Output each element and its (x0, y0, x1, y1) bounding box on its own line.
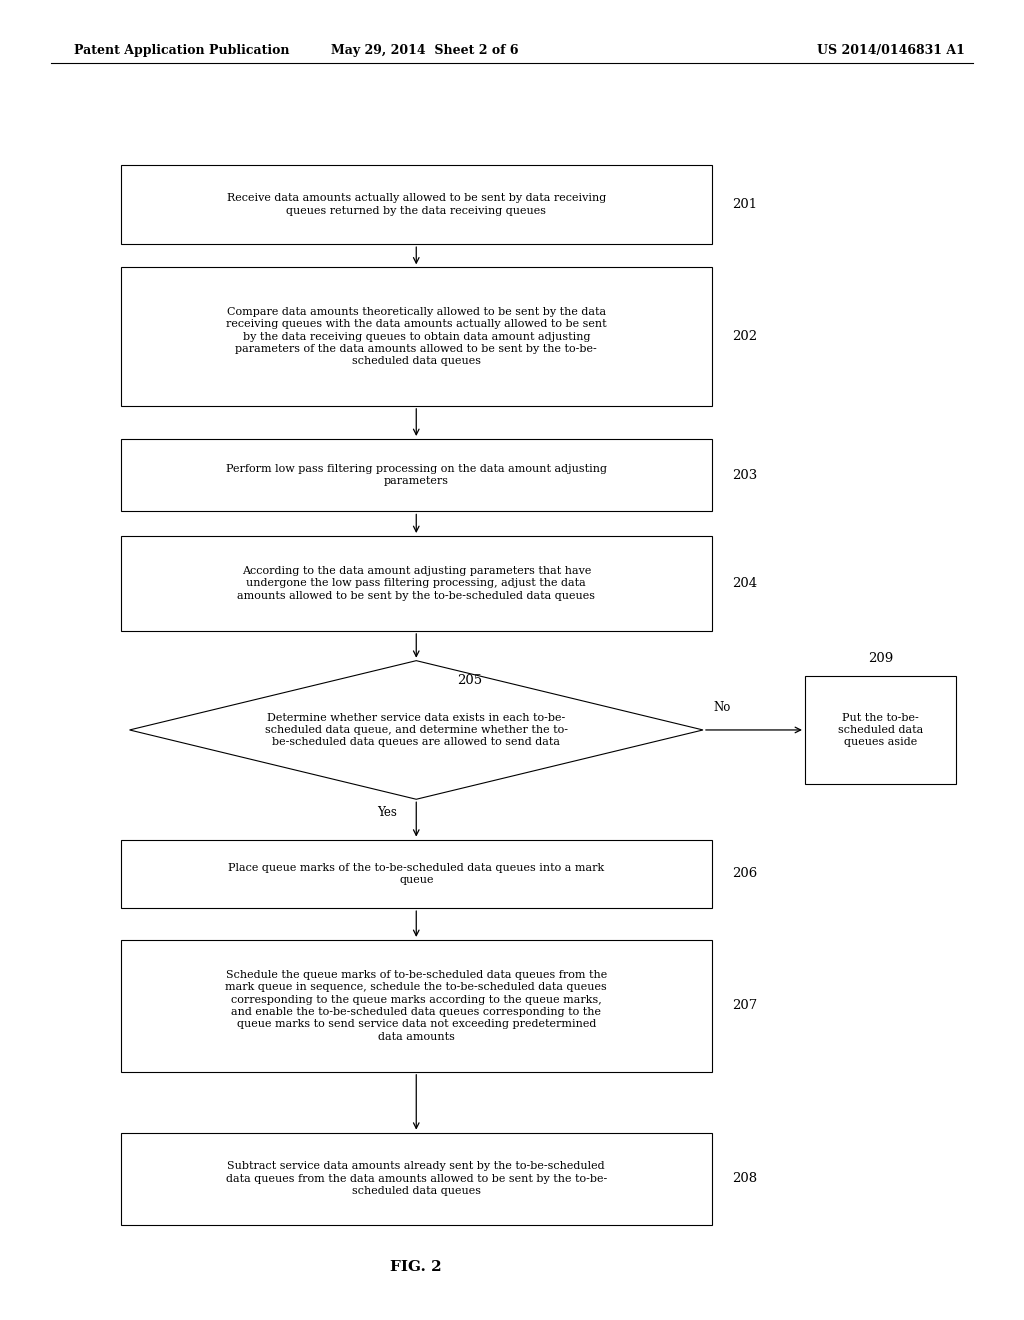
FancyBboxPatch shape (121, 438, 712, 511)
Text: US 2014/0146831 A1: US 2014/0146831 A1 (817, 44, 965, 57)
Text: 203: 203 (732, 469, 758, 482)
Text: FIG. 2: FIG. 2 (390, 1261, 442, 1274)
Text: May 29, 2014  Sheet 2 of 6: May 29, 2014 Sheet 2 of 6 (331, 44, 519, 57)
Text: Compare data amounts theoretically allowed to be sent by the data
receiving queu: Compare data amounts theoretically allow… (226, 306, 606, 367)
FancyBboxPatch shape (121, 536, 712, 631)
Text: Schedule the queue marks of to-be-scheduled data queues from the
mark queue in s: Schedule the queue marks of to-be-schedu… (225, 970, 607, 1041)
Text: 206: 206 (732, 867, 758, 880)
FancyBboxPatch shape (805, 676, 956, 784)
Text: 201: 201 (732, 198, 758, 211)
Text: Subtract service data amounts already sent by the to-be-scheduled
data queues fr: Subtract service data amounts already se… (225, 1162, 607, 1196)
Text: Put the to-be-
scheduled data
queues aside: Put the to-be- scheduled data queues asi… (838, 713, 924, 747)
FancyBboxPatch shape (121, 840, 712, 908)
Text: 205: 205 (457, 673, 482, 686)
Text: 209: 209 (868, 652, 893, 665)
FancyBboxPatch shape (121, 940, 712, 1072)
Text: Patent Application Publication: Patent Application Publication (74, 44, 289, 57)
Text: 208: 208 (732, 1172, 758, 1185)
Text: Determine whether service data exists in each to-be-
scheduled data queue, and d: Determine whether service data exists in… (265, 713, 567, 747)
FancyBboxPatch shape (121, 1133, 712, 1225)
Text: Place queue marks of the to-be-scheduled data queues into a mark
queue: Place queue marks of the to-be-scheduled… (228, 863, 604, 884)
Text: According to the data amount adjusting parameters that have
undergone the low pa: According to the data amount adjusting p… (238, 566, 595, 601)
Text: 202: 202 (732, 330, 758, 343)
FancyBboxPatch shape (121, 165, 712, 244)
Text: No: No (713, 701, 730, 714)
Text: Yes: Yes (377, 805, 397, 818)
Polygon shape (129, 660, 702, 799)
Text: Receive data amounts actually allowed to be sent by data receiving
queues return: Receive data amounts actually allowed to… (226, 194, 606, 215)
Text: Perform low pass filtering processing on the data amount adjusting
parameters: Perform low pass filtering processing on… (225, 465, 607, 486)
Text: 204: 204 (732, 577, 758, 590)
Text: 207: 207 (732, 999, 758, 1012)
FancyBboxPatch shape (121, 267, 712, 407)
